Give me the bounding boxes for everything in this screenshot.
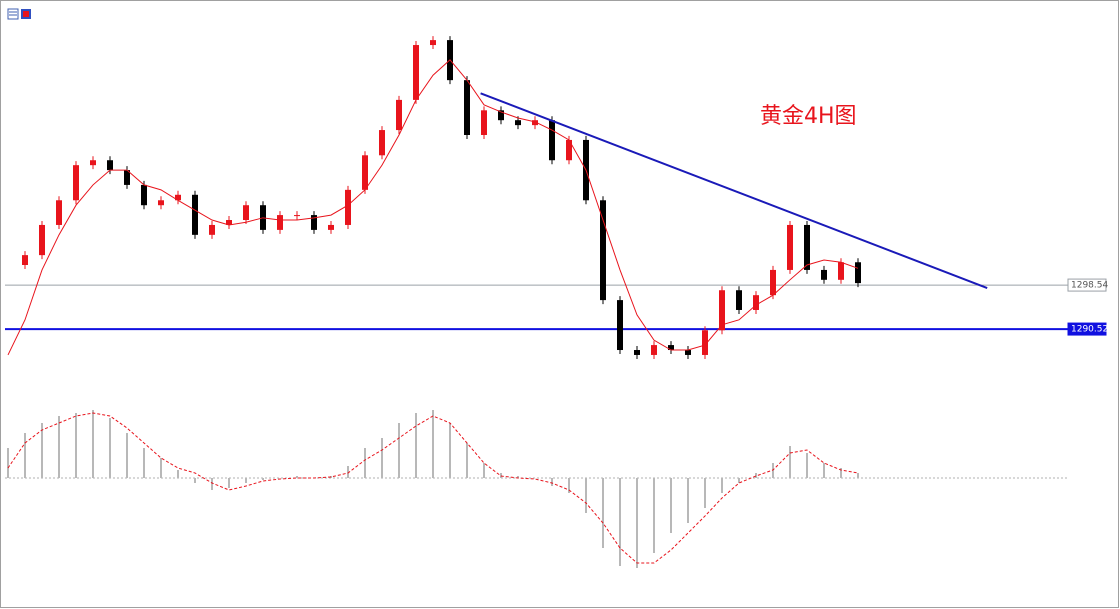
candle — [668, 345, 674, 351]
candle — [158, 200, 164, 206]
candle — [277, 215, 283, 230]
candle — [753, 295, 759, 310]
candle — [39, 224, 45, 256]
level-label: 1290.52 — [1071, 325, 1108, 335]
candle — [566, 139, 572, 161]
candle — [345, 189, 351, 225]
candle — [175, 194, 181, 201]
level-label-box — [1067, 322, 1107, 336]
candle — [600, 200, 606, 301]
candle — [430, 40, 436, 46]
candle — [226, 220, 232, 225]
toolbar-icon — [7, 8, 31, 20]
candle — [56, 200, 62, 225]
plot-area: 1298.54 1290.52 — [5, 36, 1108, 568]
candle — [379, 130, 385, 156]
candle — [73, 165, 79, 201]
candle — [192, 194, 198, 235]
candle — [651, 345, 657, 355]
candle — [617, 300, 623, 351]
level-label-box — [1067, 278, 1107, 292]
candle — [294, 215, 300, 217]
candle — [770, 269, 776, 296]
candle — [719, 290, 725, 331]
candle — [515, 120, 521, 126]
candle — [481, 110, 487, 135]
candle — [396, 99, 402, 131]
candle — [498, 110, 504, 121]
candle — [821, 269, 827, 280]
candle — [855, 262, 861, 284]
candle — [328, 224, 334, 230]
macd-signal-line — [7, 412, 859, 564]
candle — [634, 350, 640, 355]
candle — [702, 330, 708, 355]
candle — [685, 350, 691, 355]
candle — [311, 215, 317, 230]
candle — [838, 262, 844, 280]
candle — [736, 290, 742, 310]
trendline — [480, 92, 988, 289]
chart-title: 黄金4H图 — [760, 104, 857, 129]
candle — [532, 120, 538, 126]
candle — [549, 120, 555, 161]
candle — [107, 160, 113, 171]
moving-average — [7, 59, 859, 356]
candle — [90, 160, 96, 166]
candle — [141, 184, 147, 206]
candle — [243, 205, 249, 221]
candle — [464, 80, 470, 135]
candle — [209, 224, 215, 235]
candle — [787, 224, 793, 270]
candle — [804, 224, 810, 270]
candle — [362, 155, 368, 190]
candle — [22, 255, 28, 265]
level-label: 1298.54 — [1071, 281, 1108, 291]
candle — [413, 45, 419, 100]
candle — [124, 170, 130, 185]
